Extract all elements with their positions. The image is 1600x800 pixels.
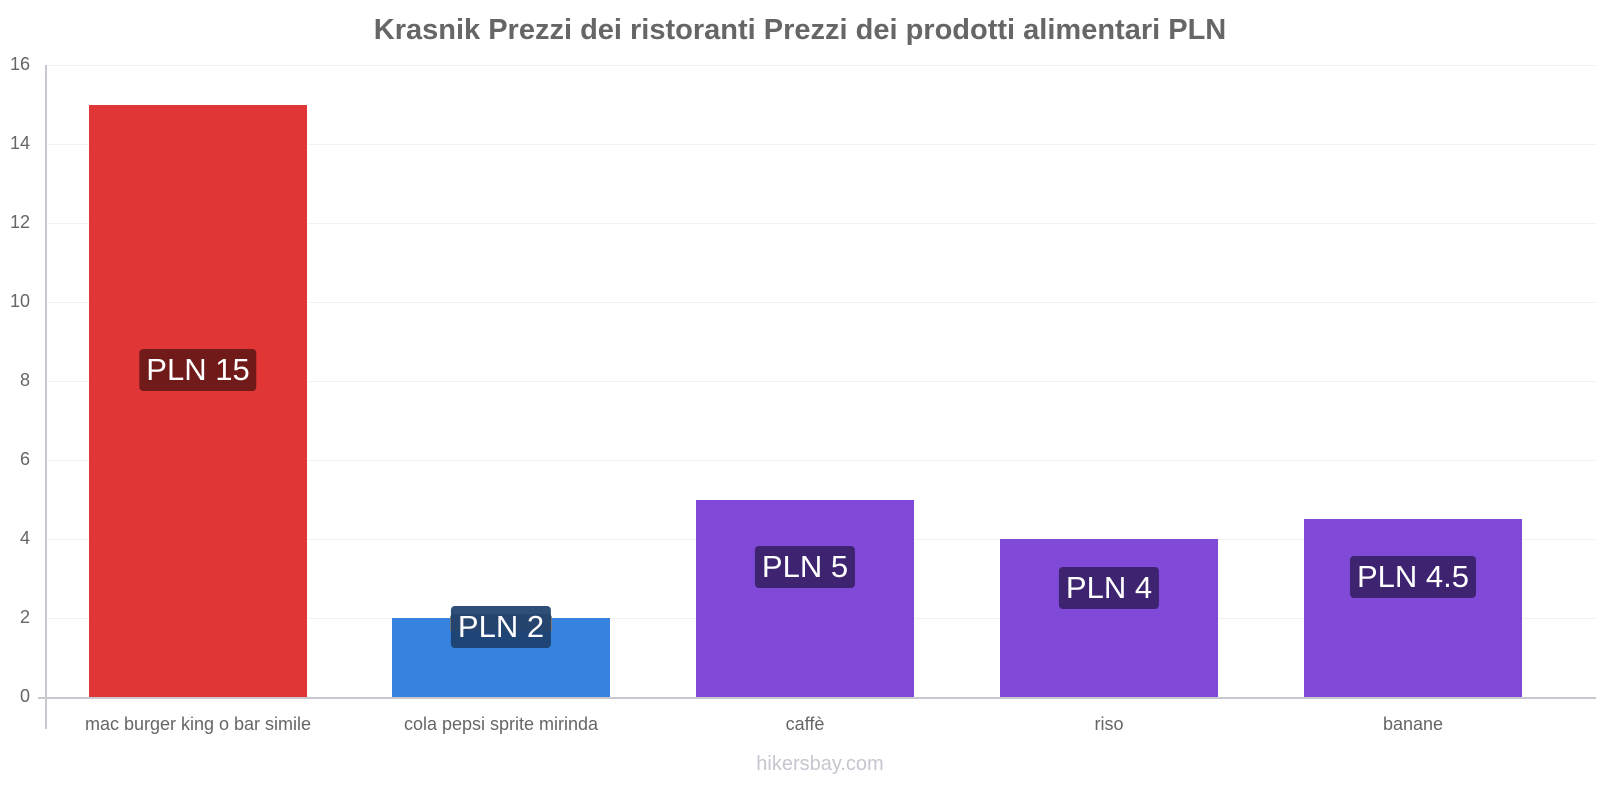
gridline	[46, 144, 1596, 145]
chart-title: Krasnik Prezzi dei ristoranti Prezzi dei…	[373, 14, 1227, 46]
y-tick-label: 10	[9, 291, 30, 311]
bar-value-label: PLN 4.5	[1349, 556, 1477, 598]
y-tick-label: 12	[9, 212, 30, 232]
x-axis-line	[38, 697, 1596, 699]
x-tick-label: mac burger king o bar simile	[84, 714, 312, 734]
gridline	[46, 381, 1596, 382]
x-tick-label: riso	[1094, 714, 1124, 734]
y-tick-label: 6	[19, 449, 30, 469]
bar[interactable]	[1000, 539, 1218, 697]
x-tick-label: cola pepsi sprite mirinda	[403, 714, 599, 734]
gridline	[46, 302, 1596, 303]
gridline	[46, 65, 1596, 66]
x-tick-label: caffè	[785, 714, 825, 734]
y-tick-label: 16	[9, 54, 30, 74]
y-tick-label: 2	[19, 607, 30, 627]
y-tick-label: 4	[19, 528, 30, 548]
gridline	[46, 223, 1596, 224]
x-tick-label: banane	[1382, 714, 1444, 734]
watermark: hikersbay.com	[756, 753, 884, 775]
bar-value-label: PLN 4	[1058, 567, 1160, 609]
bar[interactable]	[696, 499, 914, 697]
gridline	[46, 460, 1596, 461]
y-tick-label: 8	[19, 370, 30, 390]
bar-value-label: PLN 15	[139, 349, 257, 391]
bar[interactable]	[89, 104, 307, 697]
bar-value-label: PLN 5	[754, 546, 856, 588]
y-axis-line	[45, 65, 47, 729]
bar-value-label: PLN 2	[450, 606, 552, 648]
y-tick-label: 14	[9, 133, 30, 153]
bar[interactable]	[1304, 519, 1522, 697]
y-tick-label: 0	[19, 686, 30, 706]
